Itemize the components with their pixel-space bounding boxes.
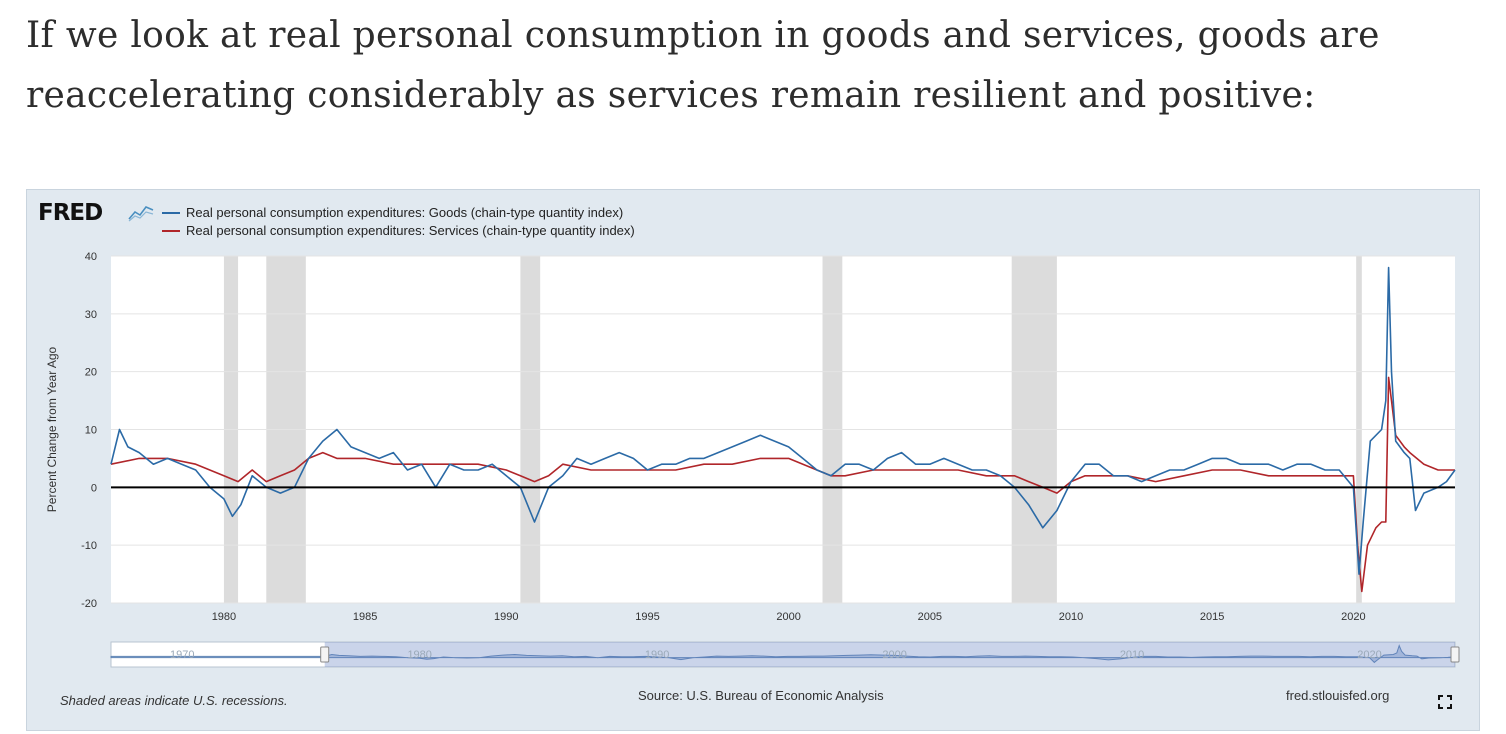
source-text: Source: U.S. Bureau of Economic Analysis bbox=[638, 688, 884, 703]
y-tick-label-20: 20 bbox=[85, 367, 97, 379]
chart-legend: Real personal consumption expenditures: … bbox=[162, 204, 635, 240]
y-tick-label--20: -20 bbox=[81, 598, 97, 610]
navigator-label-2000: 2000 bbox=[882, 649, 906, 661]
y-axis-label: Percent Change from Year Ago bbox=[45, 346, 59, 512]
fred-chart-frame: FRED Real personal consumption expenditu… bbox=[26, 189, 1480, 731]
intro-paragraph: If we look at real personal consumption … bbox=[26, 15, 1380, 116]
chart-canvas: -20 -10 0 10 20 30 40 1980 1985 1990 1995 2000 2005 2… bbox=[45, 251, 1460, 668]
x-tick-label-1990: 1990 bbox=[494, 611, 518, 623]
navigator-label-2020: 2020 bbox=[1357, 649, 1381, 661]
fred-line-chart-icon bbox=[128, 206, 154, 222]
x-tick-label-2000: 2000 bbox=[776, 611, 800, 623]
navigator-selected-range bbox=[324, 642, 1456, 667]
navigator-label-1970: 1970 bbox=[170, 649, 194, 661]
y-tick-label-40: 40 bbox=[85, 251, 97, 263]
x-tick-label-1985: 1985 bbox=[353, 611, 377, 623]
x-tick-label-1995: 1995 bbox=[635, 611, 659, 623]
navigator-handle-left[interactable] bbox=[320, 646, 330, 663]
x-tick-label-1980: 1980 bbox=[212, 611, 236, 623]
legend-swatch-services bbox=[162, 230, 180, 232]
y-tick-label-10: 10 bbox=[85, 425, 97, 437]
x-tick-label-2015: 2015 bbox=[1200, 611, 1224, 623]
legend-label-goods: Real personal consumption expenditures: … bbox=[186, 205, 624, 220]
y-tick-label-30: 30 bbox=[85, 309, 97, 321]
legend-swatch-goods bbox=[162, 212, 180, 214]
y-tick-label--10: -10 bbox=[81, 540, 97, 552]
navigator-label-2010: 2010 bbox=[1120, 649, 1144, 661]
legend-label-services: Real personal consumption expenditures: … bbox=[186, 223, 635, 238]
navigator-label-1980: 1980 bbox=[407, 649, 431, 661]
series-line-goods bbox=[110, 266, 1456, 575]
x-tick-label-2005: 2005 bbox=[918, 611, 942, 623]
y-tick-label-0: 0 bbox=[91, 482, 97, 494]
fred-logo[interactable]: FRED bbox=[38, 200, 103, 226]
navigator-series bbox=[110, 644, 1456, 664]
legend-item-goods[interactable]: Real personal consumption expenditures: … bbox=[162, 204, 635, 222]
fullscreen-icon[interactable] bbox=[1438, 695, 1452, 709]
fred-url[interactable]: fred.stlouisfed.org bbox=[1286, 688, 1390, 703]
x-tick-label-2020: 2020 bbox=[1341, 611, 1365, 623]
recession-note: Shaded areas indicate U.S. recessions. bbox=[60, 693, 288, 708]
legend-item-services[interactable]: Real personal consumption expenditures: … bbox=[162, 222, 635, 240]
navigator-label-1990: 1990 bbox=[645, 649, 669, 661]
navigator-handle-right[interactable] bbox=[1450, 646, 1460, 663]
x-tick-label-2010: 2010 bbox=[1059, 611, 1083, 623]
